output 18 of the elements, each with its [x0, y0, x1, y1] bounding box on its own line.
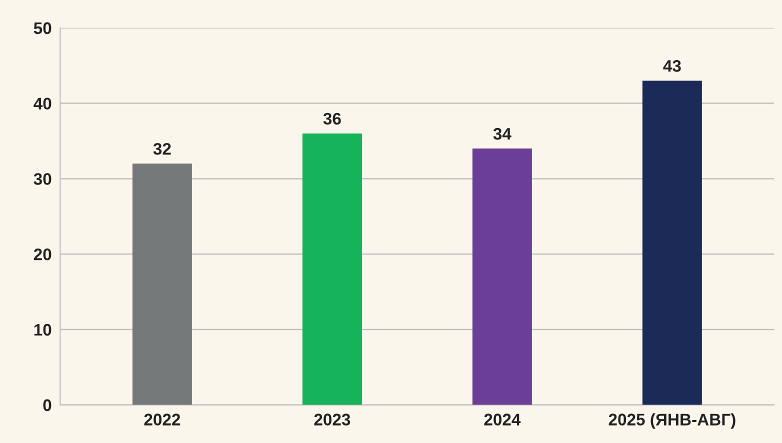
bar [472, 148, 532, 405]
x-tick-label: 2024 [484, 414, 521, 426]
y-tick-label: 20 [34, 248, 52, 260]
data-label: 34 [493, 128, 512, 140]
y-tick-label: 50 [34, 22, 52, 34]
y-tick-label: 0 [43, 399, 52, 412]
y-tick-label: 30 [34, 173, 52, 185]
data-label: 36 [323, 112, 341, 125]
bar [642, 80, 702, 405]
y-tick-label: 40 [34, 98, 52, 110]
data-label: 43 [663, 60, 681, 72]
bar [132, 164, 192, 405]
y-tick-label: 10 [34, 324, 52, 336]
x-tick-label: 2022 [144, 414, 180, 426]
data-label: 32 [153, 142, 171, 155]
x-tick-label: 2023 [314, 414, 350, 426]
bar [302, 133, 362, 405]
x-tick-label: 2025 (ЯНВ-АВГ) [608, 413, 736, 429]
